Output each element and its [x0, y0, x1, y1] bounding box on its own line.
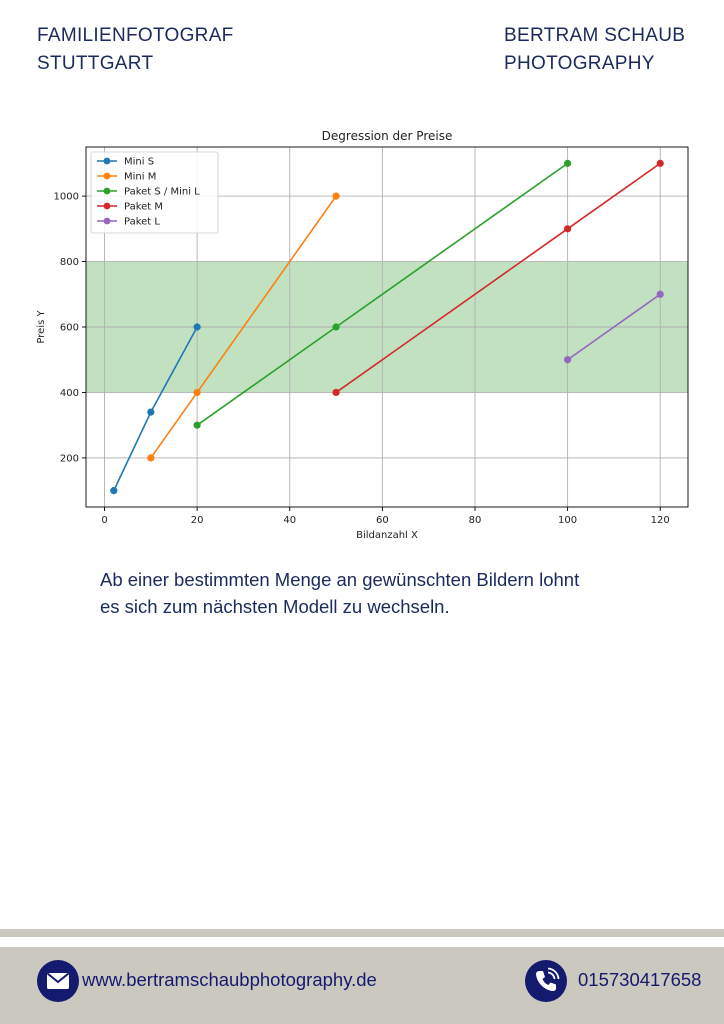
- x-tick-label: 120: [651, 515, 670, 526]
- data-point: [147, 454, 155, 462]
- header-right-line2: PHOTOGRAPHY: [504, 53, 655, 74]
- website-link[interactable]: www.bertramschaubphotography.de: [82, 969, 377, 990]
- mail-icon[interactable]: [37, 960, 79, 1002]
- legend-label: Paket L: [124, 217, 160, 228]
- header-left-line1: FAMILIENFOTOGRAF: [37, 25, 234, 46]
- legend-marker: [103, 217, 111, 225]
- x-tick-label: 80: [469, 515, 482, 526]
- y-tick-label: 200: [60, 453, 79, 464]
- y-tick-label: 600: [60, 323, 79, 334]
- header-left-line2: STUTTGART: [37, 53, 154, 74]
- legend-label: Paket S / Mini L: [124, 187, 200, 198]
- legend-label: Mini M: [124, 172, 156, 183]
- caption-line1: Ab einer bestimmten Menge an gewünschten…: [100, 569, 580, 590]
- price-chart: 0 20 40 60 80 100 120 200 400 600 800 1000 Degressio…: [36, 129, 689, 541]
- footer-divider: [0, 929, 724, 937]
- data-point: [656, 290, 664, 298]
- header-right-line1: BERTRAM SCHAUB: [504, 25, 686, 46]
- y-tick-label: 400: [60, 388, 79, 399]
- chart-title: Degression der Preise: [322, 129, 453, 143]
- x-tick-label: 20: [191, 515, 204, 526]
- y-tick-label: 1000: [54, 192, 79, 203]
- legend-marker: [103, 157, 111, 165]
- legend-marker: [103, 202, 111, 210]
- phone-number[interactable]: 015730417658: [578, 969, 702, 990]
- x-tick-label: 100: [558, 515, 577, 526]
- data-point: [332, 388, 340, 397]
- data-point: [564, 356, 572, 364]
- data-point: [110, 487, 118, 495]
- data-point: [193, 421, 201, 429]
- data-point: [564, 225, 572, 233]
- footer: www.bertramschaubphotography.de 01573041…: [0, 947, 724, 1024]
- data-point: [656, 159, 664, 167]
- data-point: [147, 408, 155, 416]
- x-axis-label: Bildanzahl X: [356, 530, 418, 541]
- legend-marker: [103, 172, 111, 180]
- legend-box: [90, 151, 219, 234]
- legend-label: Paket M: [124, 202, 163, 213]
- caption: Ab einer bestimmten Menge an gewünschten…: [100, 566, 640, 620]
- x-tick-label: 60: [376, 515, 389, 526]
- y-axis-label: Preis Y: [36, 310, 47, 344]
- legend-marker: [103, 187, 111, 195]
- phone-icon[interactable]: [525, 960, 567, 1002]
- y-tick-label: 800: [60, 257, 79, 268]
- data-point: [193, 388, 201, 397]
- header-left: FAMILIENFOTOGRAF STUTTGART: [37, 22, 234, 78]
- x-tick-label: 0: [101, 515, 107, 526]
- data-point: [564, 159, 572, 167]
- legend-label: Mini S: [124, 157, 154, 168]
- caption-line2: es sich zum nächsten Modell zu wechseln.: [100, 596, 450, 617]
- header-right: BERTRAM SCHAUB PHOTOGRAPHY: [504, 22, 685, 78]
- data-point: [193, 323, 201, 331]
- data-point: [332, 323, 340, 331]
- series-line: [567, 293, 661, 361]
- data-point: [332, 192, 340, 200]
- x-tick-label: 40: [283, 515, 296, 526]
